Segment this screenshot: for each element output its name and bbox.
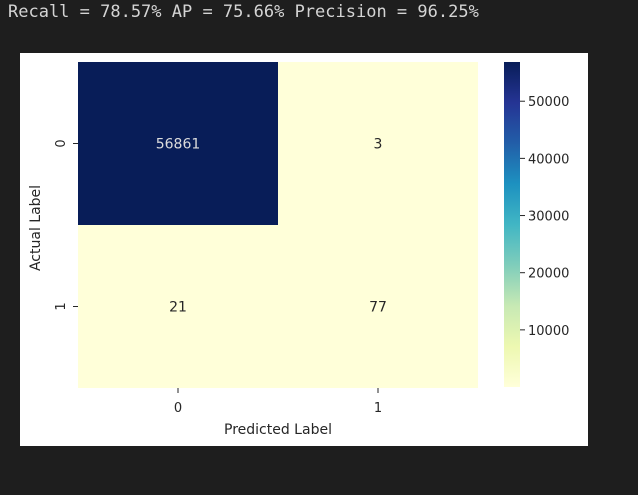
confusion-matrix-heatmap: 56861 3 21 77 0 1 0 1 10000 20000 30000 40000 5000… xyxy=(28,62,569,438)
x-axis-label: Predicted Label xyxy=(224,422,332,438)
heatmap-cell-0-0 xyxy=(78,62,278,225)
cell-value-1-1: 77 xyxy=(369,300,387,316)
colorbar-tick-label: 50000 xyxy=(528,95,569,110)
confusion-matrix-figure: 56861 3 21 77 0 1 0 1 10000 20000 30000 40000 5000… xyxy=(20,53,588,446)
heatmap-cell-1-1 xyxy=(278,225,478,388)
cell-output-metrics: Recall = 78.57% AP = 75.66% Precision = … xyxy=(8,2,479,22)
y-tick-label: 1 xyxy=(54,302,69,310)
cell-value-1-0: 21 xyxy=(169,300,187,316)
heatmap-cell-1-0 xyxy=(78,225,278,388)
cell-value-0-1: 3 xyxy=(374,137,383,153)
x-tick-label: 0 xyxy=(174,401,182,416)
heatmap-cell-0-1 xyxy=(278,62,478,225)
x-tick-label: 1 xyxy=(374,401,382,416)
colorbar-tick-label: 40000 xyxy=(528,152,569,167)
y-tick-label: 0 xyxy=(54,139,69,147)
colorbar xyxy=(504,62,520,387)
colorbar-tick-label: 10000 xyxy=(528,324,569,339)
colorbar-tick-label: 20000 xyxy=(528,267,569,282)
y-axis-label: Actual Label xyxy=(28,185,44,271)
cell-value-0-0: 56861 xyxy=(156,137,201,153)
colorbar-tick-label: 30000 xyxy=(528,210,569,225)
